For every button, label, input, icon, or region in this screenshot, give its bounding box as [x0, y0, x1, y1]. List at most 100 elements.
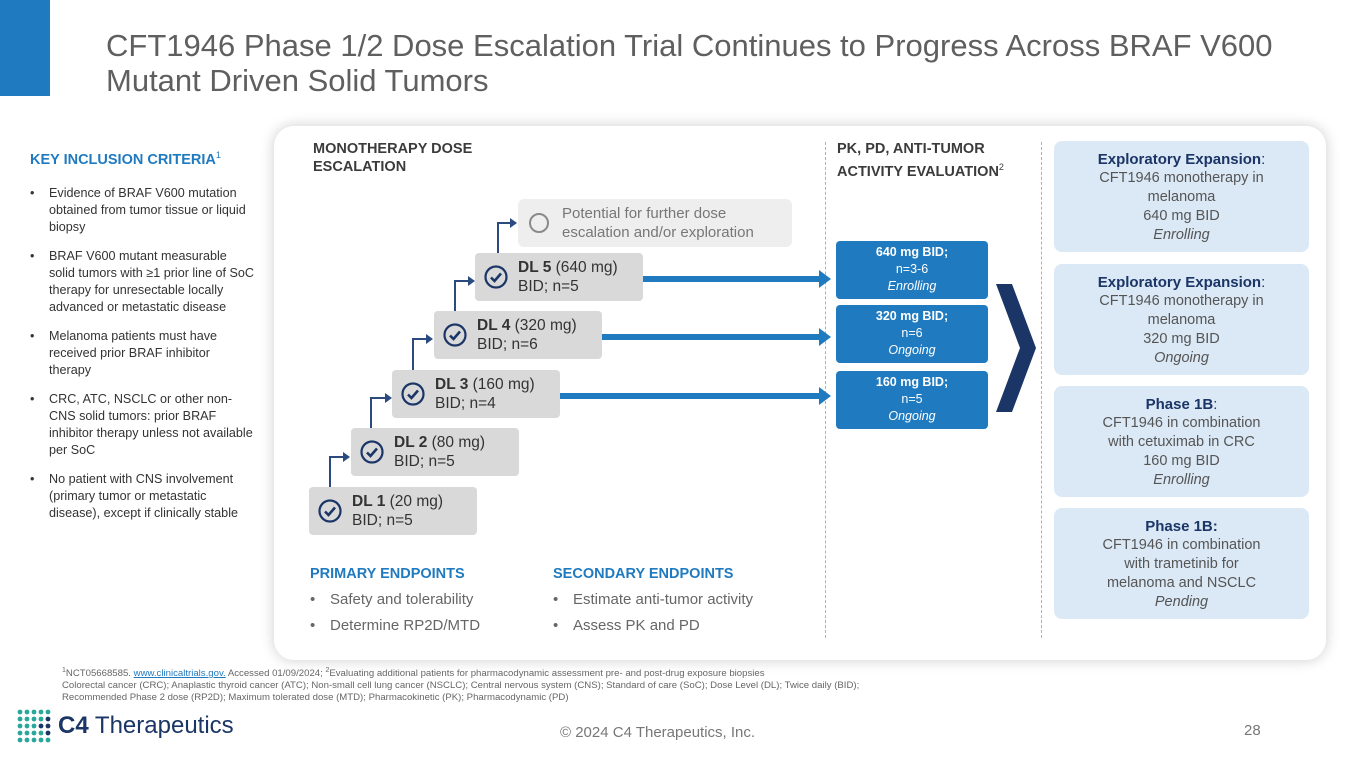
pk-box-dose: 320 mg BID; — [875, 309, 949, 323]
dose-level-text: DL 1 (20 mg) BID; n=5 — [352, 492, 443, 530]
arrow-dl3-head — [819, 387, 831, 405]
footnote-line-2: Colorectal cancer (CRC); Anaplastic thyr… — [62, 680, 860, 692]
c4-dots-logo-icon — [17, 709, 51, 743]
connector-arrowhead-2 — [385, 393, 392, 403]
page-title: CFT1946 Phase 1/2 Dose Escalation Trial … — [106, 28, 1273, 98]
chevron-right-icon — [996, 284, 1036, 412]
dose-level-dose: (160 mg) — [468, 376, 535, 393]
list-item: BRAF V600 mutant measurable solid tumors… — [30, 248, 255, 316]
expansion-line: 160 mg BID — [1143, 453, 1220, 469]
divider-right — [1041, 142, 1042, 638]
logo-bold: C4 — [58, 712, 89, 739]
expansion-colon: : — [1261, 151, 1266, 168]
page-number: 28 — [1244, 722, 1261, 739]
expansion-line: melanoma and NSCLC — [1106, 575, 1257, 591]
connector-arrowhead-4 — [468, 276, 475, 286]
dose-level-label: DL 3 — [435, 376, 469, 393]
expansion-line: CFT1946 monotherapy in — [1099, 170, 1264, 186]
list-item: Estimate anti-tumor activity — [553, 590, 753, 609]
dose-level-dose: (80 mg) — [427, 434, 486, 451]
inclusion-criteria: KEY INCLUSION CRITERIA1 Evidence of BRAF… — [30, 146, 255, 534]
dose-level-dose: (640 mg) — [551, 259, 618, 276]
expansion-line: 320 mg BID — [1143, 331, 1220, 347]
dose-level-detail: BID; n=6 — [477, 336, 538, 353]
dose-level-detail: BID; n=4 — [435, 395, 496, 412]
dose-level-2: DL 2 (80 mg) BID; n=5 — [351, 428, 519, 476]
expansion-line: melanoma — [1147, 189, 1216, 205]
expansion-colon: : — [1213, 396, 1218, 413]
pk-heading: PK, PD, ANTI-TUMOR ACTIVITY EVALUATION2 — [837, 140, 1004, 181]
dose-level-dose: (20 mg) — [385, 493, 444, 510]
check-circle-icon — [360, 440, 384, 464]
list-item: Assess PK and PD — [553, 616, 753, 635]
connector-3-4 — [412, 338, 427, 370]
connector-arrowhead-5 — [510, 218, 517, 228]
pk-box-dose: 160 mg BID; — [875, 375, 949, 389]
footnote-text: Evaluating additional patients for pharm… — [329, 668, 765, 680]
mono-heading-line2: ESCALATION — [313, 159, 407, 175]
inclusion-heading: KEY INCLUSION CRITERIA1 — [30, 146, 255, 169]
connector-1-2 — [329, 456, 344, 487]
footnote-text: Accessed 01/09/2024; — [225, 668, 326, 680]
secondary-endpoints-heading: SECONDARY ENDPOINTS — [553, 566, 734, 582]
expansion-line: CFT1946 monotherapy in — [1099, 293, 1264, 309]
mono-heading: MONOTHERAPY DOSE ESCALATION — [313, 140, 472, 176]
connector-4-5 — [454, 280, 469, 312]
pk-box-640: 640 mg BID; n=3-6 Enrolling — [836, 241, 988, 299]
expansion-colon: : — [1261, 274, 1266, 291]
expansion-title: Exploratory Expansion — [1097, 151, 1262, 168]
expansion-line: with trametinib for — [1124, 556, 1239, 572]
inclusion-list: Evidence of BRAF V600 mutation obtained … — [30, 185, 255, 522]
list-item: CRC, ATC, NSCLC or other non-CNS solid t… — [30, 391, 255, 459]
dose-level-text: DL 3 (160 mg) BID; n=4 — [435, 375, 535, 413]
expansion-box-3: Phase 1B: CFT1946 in combination with ce… — [1054, 386, 1309, 497]
arrow-dl3-line — [560, 393, 821, 399]
pk-heading-line1: PK, PD, ANTI-TUMOR — [837, 141, 985, 157]
check-circle-icon — [318, 499, 342, 523]
arrow-dl4-line — [602, 334, 821, 340]
footnote-sup: 1 — [62, 667, 66, 674]
expansion-box-2: Exploratory Expansion: CFT1946 monothera… — [1054, 264, 1309, 375]
pk-box-status: Ongoing — [888, 343, 936, 357]
pk-heading-line2: ACTIVITY EVALUATION — [837, 163, 999, 180]
secondary-endpoints-list: Estimate anti-tumor activity Assess PK a… — [553, 590, 753, 642]
primary-endpoints-list: Safety and tolerability Determine RP2D/M… — [310, 590, 480, 642]
dose-level-4: DL 4 (320 mg) BID; n=6 — [434, 311, 602, 359]
dose-level-1: DL 1 (20 mg) BID; n=5 — [309, 487, 477, 535]
list-item: Melanoma patients must have received pri… — [30, 328, 255, 379]
expansion-line: 640 mg BID — [1143, 208, 1220, 224]
dose-level-5: DL 5 (640 mg) BID; n=5 — [475, 253, 643, 301]
inclusion-heading-text: KEY INCLUSION CRITERIA — [30, 151, 216, 168]
expansion-title-wrap: Exploratory Expansion: — [1054, 150, 1309, 169]
dose-level-3: DL 3 (160 mg) BID; n=4 — [392, 370, 560, 418]
expansion-title: Exploratory Expansion — [1097, 274, 1262, 291]
dose-level-detail: BID; n=5 — [518, 278, 579, 295]
footnote: 1NCT05668585. www.clinicaltrials.gov. Ac… — [62, 665, 1322, 704]
dose-level-detail: BID; n=5 — [352, 512, 413, 529]
dose-level-text: DL 5 (640 mg) BID; n=5 — [518, 258, 618, 296]
expansion-box-1: Exploratory Expansion: CFT1946 monothera… — [1054, 141, 1309, 252]
dose-level-dose: (320 mg) — [510, 317, 577, 334]
expansion-status: Pending — [1154, 594, 1209, 610]
footnote-line-3: Recommended Phase 2 dose (RP2D); Maximum… — [62, 692, 569, 704]
clinicaltrials-link[interactable]: www.clinicaltrials.gov. — [133, 668, 226, 680]
logo-wordmark: C4 Therapeutics — [58, 712, 234, 740]
pk-box-n: n=5 — [901, 392, 923, 406]
pk-box-n: n=6 — [901, 326, 923, 340]
connector-5-potential — [497, 222, 511, 253]
arrow-dl4-head — [819, 328, 831, 346]
expansion-status: Enrolling — [1153, 472, 1210, 488]
arrow-dl5-head — [819, 270, 831, 288]
pk-box-160: 160 mg BID; n=5 Ongoing — [836, 371, 988, 429]
dose-level-text: DL 4 (320 mg) BID; n=6 — [477, 316, 577, 354]
logo-rest: Therapeutics — [88, 712, 234, 739]
expansion-title-wrap: Phase 1B: — [1054, 395, 1309, 414]
expansion-title: Phase 1B: — [1145, 518, 1218, 535]
copyright: © 2024 C4 Therapeutics, Inc. — [560, 724, 756, 741]
connector-2-3 — [370, 397, 386, 429]
footnote-line-1: 1NCT05668585. www.clinicaltrials.gov. Ac… — [62, 665, 1322, 680]
expansion-line: with cetuximab in CRC — [1108, 434, 1255, 450]
inclusion-heading-sup: 1 — [215, 150, 221, 160]
expansion-status: Enrolling — [1153, 227, 1210, 243]
